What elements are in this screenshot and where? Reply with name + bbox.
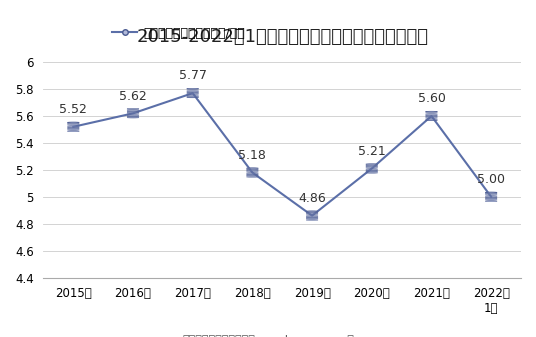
Ellipse shape <box>426 114 437 115</box>
Ellipse shape <box>485 201 497 202</box>
Ellipse shape <box>68 127 79 128</box>
Ellipse shape <box>127 112 139 113</box>
Ellipse shape <box>127 111 139 112</box>
Ellipse shape <box>306 211 318 212</box>
Ellipse shape <box>187 97 199 98</box>
Ellipse shape <box>485 198 497 199</box>
Ellipse shape <box>426 111 437 112</box>
Ellipse shape <box>366 167 378 168</box>
Text: 5.00: 5.00 <box>477 173 505 186</box>
Ellipse shape <box>247 175 258 176</box>
Legend: 强麦期货成交均价（万元/手）: 强麦期货成交均价（万元/手） <box>107 22 250 45</box>
Ellipse shape <box>485 197 497 198</box>
Ellipse shape <box>426 115 437 116</box>
Ellipse shape <box>366 171 378 172</box>
Ellipse shape <box>306 216 318 217</box>
Ellipse shape <box>366 170 378 171</box>
Ellipse shape <box>247 169 258 170</box>
Ellipse shape <box>366 165 378 166</box>
Ellipse shape <box>187 92 199 93</box>
Ellipse shape <box>485 193 497 194</box>
Ellipse shape <box>247 170 258 171</box>
Ellipse shape <box>485 192 497 193</box>
Ellipse shape <box>366 169 378 170</box>
Ellipse shape <box>426 120 437 121</box>
Ellipse shape <box>426 116 437 117</box>
Ellipse shape <box>68 122 79 123</box>
Ellipse shape <box>127 109 139 110</box>
Ellipse shape <box>127 110 139 111</box>
Ellipse shape <box>306 212 318 213</box>
Ellipse shape <box>426 119 437 120</box>
Ellipse shape <box>306 218 318 219</box>
Ellipse shape <box>68 123 79 124</box>
Ellipse shape <box>366 166 378 167</box>
Ellipse shape <box>306 217 318 218</box>
Text: 制图：华经产业研究院（www.huaon.com）: 制图：华经产业研究院（www.huaon.com） <box>182 334 354 337</box>
Ellipse shape <box>127 116 139 117</box>
Text: 5.21: 5.21 <box>358 145 385 158</box>
Title: 2015-2022年1月郑州商品交易所强麦期货成交均价: 2015-2022年1月郑州商品交易所强麦期货成交均价 <box>136 28 428 45</box>
Text: 5.52: 5.52 <box>59 103 87 116</box>
Ellipse shape <box>306 213 318 214</box>
Text: 5.18: 5.18 <box>239 149 266 162</box>
Ellipse shape <box>68 129 79 130</box>
Ellipse shape <box>187 91 199 92</box>
Ellipse shape <box>127 115 139 116</box>
Text: 5.62: 5.62 <box>119 90 147 102</box>
Ellipse shape <box>187 88 199 89</box>
Ellipse shape <box>247 173 258 174</box>
Ellipse shape <box>187 96 199 97</box>
Ellipse shape <box>247 174 258 175</box>
Text: 4.86: 4.86 <box>298 192 326 205</box>
Ellipse shape <box>187 93 199 94</box>
Text: 5.77: 5.77 <box>178 69 207 82</box>
Ellipse shape <box>485 194 497 195</box>
Ellipse shape <box>127 117 139 118</box>
Ellipse shape <box>68 128 79 129</box>
Text: 5.60: 5.60 <box>418 92 445 105</box>
